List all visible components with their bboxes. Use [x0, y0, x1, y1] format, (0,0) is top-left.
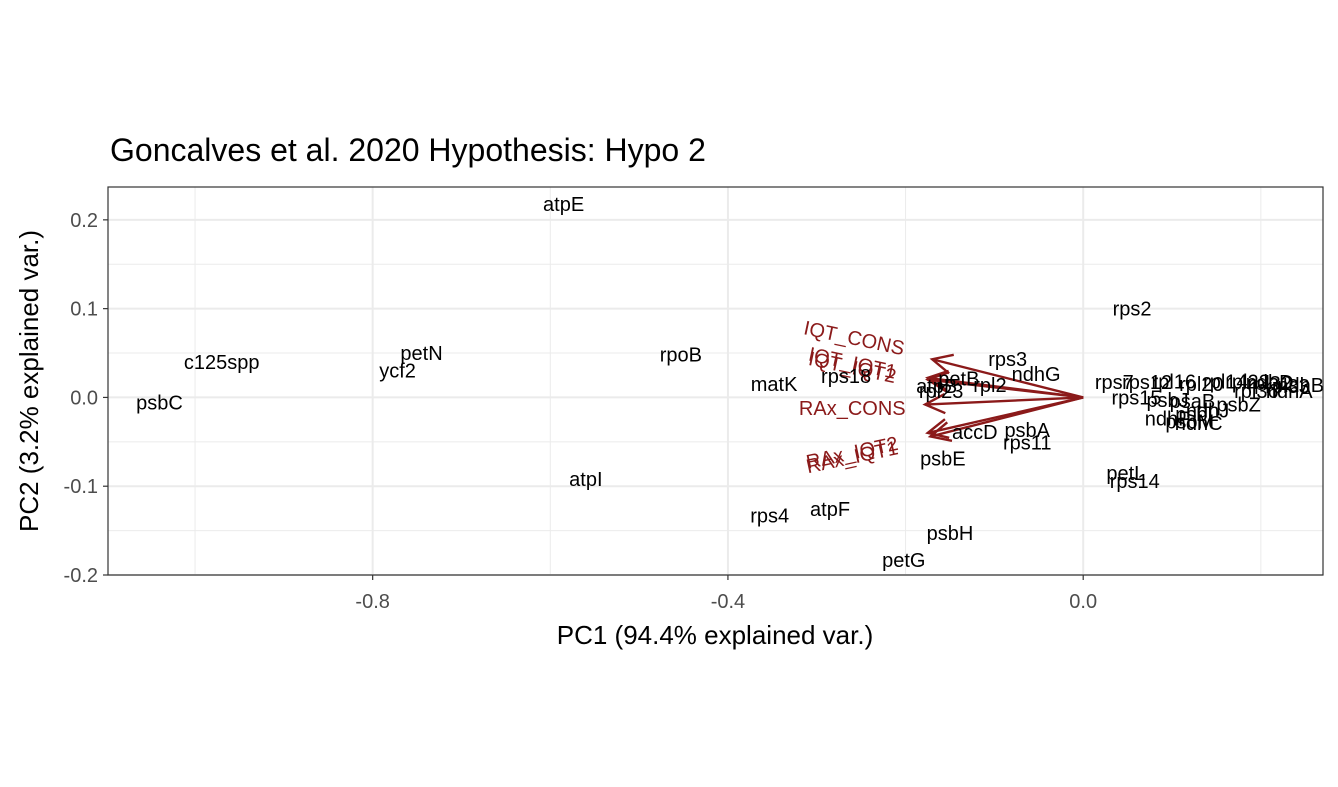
point-label: rpoB — [660, 345, 702, 367]
point-label: matK — [751, 374, 798, 396]
point-label: rpl33 — [1265, 376, 1309, 398]
point-label: rpl36 — [1234, 381, 1278, 403]
panel-background — [108, 187, 1323, 575]
point-label: rps2 — [1113, 299, 1152, 321]
point-label: rps11 — [1003, 433, 1052, 455]
y-axis-title: PC2 (3.2% explained var.) — [14, 230, 44, 532]
point-label: ndhA — [1266, 381, 1313, 403]
point-label: psbE — [920, 449, 966, 471]
point-label: rps14 — [1110, 471, 1160, 493]
point-label: c125spp — [184, 352, 260, 374]
point-label: rps3 — [988, 349, 1027, 371]
arrow-head — [927, 421, 953, 443]
point-label: ndhG — [1012, 364, 1061, 386]
point-label: psbJ — [1146, 390, 1188, 412]
point-label: atpB — [916, 376, 957, 398]
arrow-head — [929, 353, 955, 375]
point-label: rps15 — [1111, 387, 1161, 409]
arrow-head — [925, 371, 949, 393]
point-label: ndhD — [1246, 372, 1294, 394]
point-label: rpl23 — [919, 381, 963, 403]
x-tick-label: -0.8 — [355, 591, 389, 613]
panel-border — [107, 186, 1324, 576]
y-tick-label: 0.2 — [70, 210, 98, 232]
point-label: rps7 — [1095, 372, 1134, 394]
x-axis-title: PC1 (94.4% explained var.) — [557, 620, 874, 650]
arrow-head — [922, 393, 946, 415]
point-label: psbM — [1165, 411, 1214, 433]
arrow-shaft — [931, 358, 1084, 399]
point-label: ndhC — [1175, 413, 1223, 435]
point-label: rpl16 — [1152, 371, 1196, 393]
point-label: petB — [938, 369, 979, 391]
point-label: psbC — [136, 393, 183, 415]
point-label: rpl14 — [1203, 371, 1247, 393]
point-label: ndhJ — [1186, 401, 1229, 423]
point-label: petL — [1106, 463, 1145, 485]
point-label: ndhB — [1277, 375, 1324, 397]
point-label: psbL — [1175, 404, 1218, 426]
point-label: rpl22 — [1225, 371, 1269, 393]
arrow-shaft — [925, 396, 1084, 406]
point-label: rpl20 — [1179, 374, 1223, 396]
point-label: ndhF — [1145, 409, 1191, 431]
y-tick-label: 0.0 — [70, 387, 98, 409]
arrow-label: RAx_CONS — [799, 398, 906, 420]
point-label: rps4 — [750, 505, 789, 527]
point-label: rpl2 — [973, 375, 1006, 397]
x-tick-label: -0.4 — [711, 591, 745, 613]
x-tick-label: 0.0 — [1069, 591, 1097, 613]
point-label: atpE — [543, 194, 584, 216]
y-tick-label: -0.1 — [64, 476, 98, 498]
point-label: ycf2 — [379, 361, 416, 383]
point-label: rpl32 — [1247, 373, 1291, 395]
point-label: petG — [882, 550, 925, 572]
point-label: rps18 — [821, 366, 871, 388]
plot-panel: IQT_CONSIQT_IQT1IQT_IQT2RAx_CONSRAx_IQT2… — [107, 186, 1324, 576]
point-label: petN — [400, 343, 442, 365]
point-label: atpI — [569, 469, 602, 491]
x-axis-ticks: -0.8 -0.4 0.0 — [355, 575, 1097, 613]
loading-arrow: RAx_CONS — [799, 393, 1084, 420]
arrow-shaft — [930, 396, 1084, 438]
arrow-head — [925, 369, 950, 391]
point-label: psbA — [1004, 420, 1050, 442]
y-tick-label: 0.1 — [70, 299, 98, 321]
arrow-shaft — [927, 378, 1084, 399]
arrow-head — [925, 418, 950, 440]
point-label: psbZ — [1216, 394, 1260, 416]
point-label: psbH — [927, 523, 974, 545]
y-tick-label: -0.2 — [64, 565, 98, 587]
point-label: psaB — [1170, 391, 1216, 413]
y-axis-ticks: -0.2 -0.1 0.0 0.1 0.2 — [64, 210, 108, 587]
chart-title: Goncalves et al. 2020 Hypothesis: Hypo 2 — [110, 132, 706, 168]
point-label: rps12 — [1122, 372, 1172, 394]
point-label: atpF — [810, 499, 850, 521]
point-label: accD — [952, 422, 998, 444]
